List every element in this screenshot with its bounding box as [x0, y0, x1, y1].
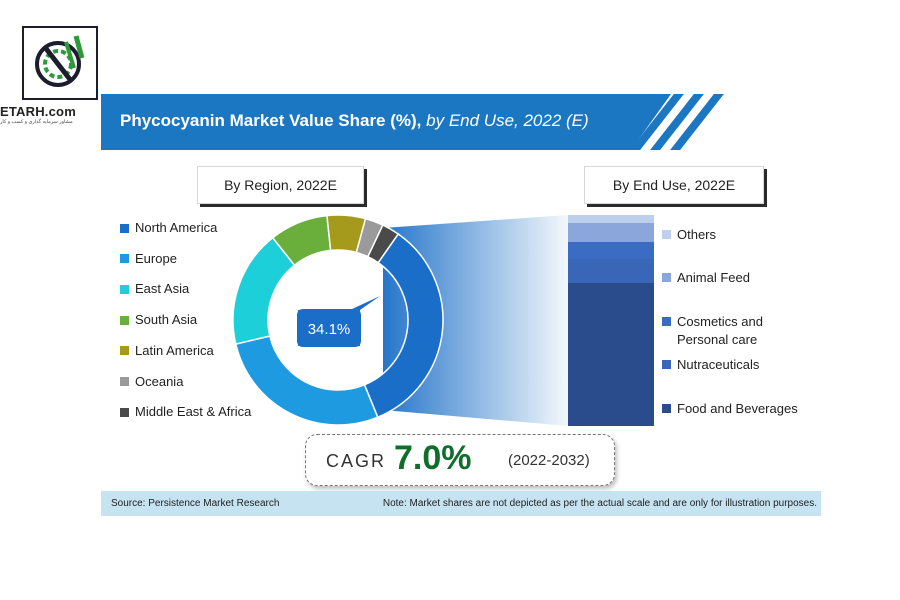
- bar-segment-food-and-beverages: [568, 282, 654, 426]
- legend-swatch: [662, 230, 671, 239]
- legend-swatch: [120, 377, 129, 386]
- enduse-legend: Others Animal Feed Cosmetics and Personal …: [662, 220, 812, 420]
- cagr-value: 7.0%: [394, 439, 472, 477]
- donut-slice-latin-america: [326, 214, 367, 254]
- enduse-legend-item: Cosmetics and Personal care: [662, 313, 807, 349]
- region-legend-label: Europe: [135, 250, 177, 266]
- bar-segment-others: [568, 215, 654, 224]
- legend-swatch: [662, 404, 671, 413]
- cagr-period: (2022-2032): [508, 452, 590, 469]
- region-legend-label: North America: [135, 220, 218, 235]
- title-banner: [101, 94, 671, 150]
- region-legend-item: Oceania: [120, 374, 183, 390]
- donut-slice-south-asia: [271, 214, 332, 267]
- bar-segment-nutraceuticals: [568, 259, 654, 283]
- legend-swatch: [120, 407, 129, 417]
- region-legend-item: Latin America: [120, 343, 214, 359]
- source-text: Source: Persistence Market Research: [111, 498, 280, 509]
- bar-segment-animal-feed: [568, 223, 654, 243]
- note-text: Note: Market shares are not depicted as …: [382, 498, 817, 509]
- enduse-legend-label: Cosmetics and Personal care: [677, 314, 763, 347]
- donut-center-label: 34.1%: [308, 321, 351, 338]
- region-section-label: By Region, 2022E: [197, 166, 364, 204]
- region-legend-item: East Asia: [120, 281, 189, 297]
- enduse-legend-item: Others: [662, 226, 807, 244]
- enduse-section-label: By End Use, 2022E: [584, 166, 764, 204]
- footer-bar: Source: Persistence Market Research Note…: [101, 491, 821, 516]
- legend-swatch: [662, 360, 671, 369]
- legend-swatch: [120, 223, 129, 233]
- legend-swatch: [120, 346, 129, 356]
- legend-swatch: [662, 317, 671, 326]
- logo-tagline: مشاور سرمایه گذاری و کسب و کار: [0, 119, 73, 125]
- region-legend-item: North America: [120, 220, 217, 236]
- region-legend-label: Latin America: [135, 342, 214, 358]
- region-legend-label: South Asia: [135, 312, 198, 328]
- etarh-logo: [22, 26, 100, 102]
- center-badge: 34.1%: [297, 296, 380, 347]
- enduse-legend-item: Animal Feed: [662, 269, 807, 287]
- chart-title-italic: by End Use, 2022 (E): [426, 111, 589, 130]
- enduse-stacked-bar: [568, 215, 654, 426]
- legend-swatch: [120, 315, 129, 325]
- region-legend-label: Oceania: [135, 373, 184, 389]
- region-legend-item: Middle East & Africa: [120, 404, 251, 420]
- cagr-box: CAGR 7.0% (2022-2032): [305, 434, 615, 486]
- donut-slice-north-america: [363, 232, 444, 419]
- region-legend-label: Middle East & Africa: [135, 404, 252, 420]
- region-legend: North America Europe East Asia South Asia La…: [120, 220, 270, 420]
- donut-slice-middle-east-africa: [366, 224, 400, 264]
- cagr-label: CAGR: [326, 451, 387, 471]
- legend-swatch: [662, 273, 671, 282]
- funnel-connector: [383, 215, 568, 426]
- enduse-legend-label: Nutraceuticals: [677, 357, 760, 372]
- enduse-legend-item: Nutraceuticals: [662, 356, 807, 374]
- enduse-legend-item: Food and Beverages: [662, 400, 807, 418]
- region-legend-item: Europe: [120, 251, 177, 267]
- logo-name: ETARH.com: [0, 104, 76, 119]
- legend-swatch: [120, 284, 129, 294]
- donut-slice-oceania: [355, 217, 384, 258]
- enduse-legend-label: Animal Feed: [677, 270, 750, 285]
- legend-swatch: [120, 254, 129, 264]
- logo-frame: [22, 26, 98, 100]
- region-legend-item: South Asia: [120, 312, 197, 328]
- chart-title-bold: Phycocyanin Market Value Share (%),: [120, 111, 422, 130]
- enduse-legend-label: Others: [677, 227, 717, 242]
- logo-emblem-icon: [35, 35, 85, 87]
- bar-segment-cosmetics-and-personal-care: [568, 242, 654, 260]
- enduse-legend-label: Food and Beverages: [677, 401, 798, 416]
- chart-title: Phycocyanin Market Value Share (%), by E…: [120, 111, 589, 131]
- region-legend-label: East Asia: [135, 281, 190, 297]
